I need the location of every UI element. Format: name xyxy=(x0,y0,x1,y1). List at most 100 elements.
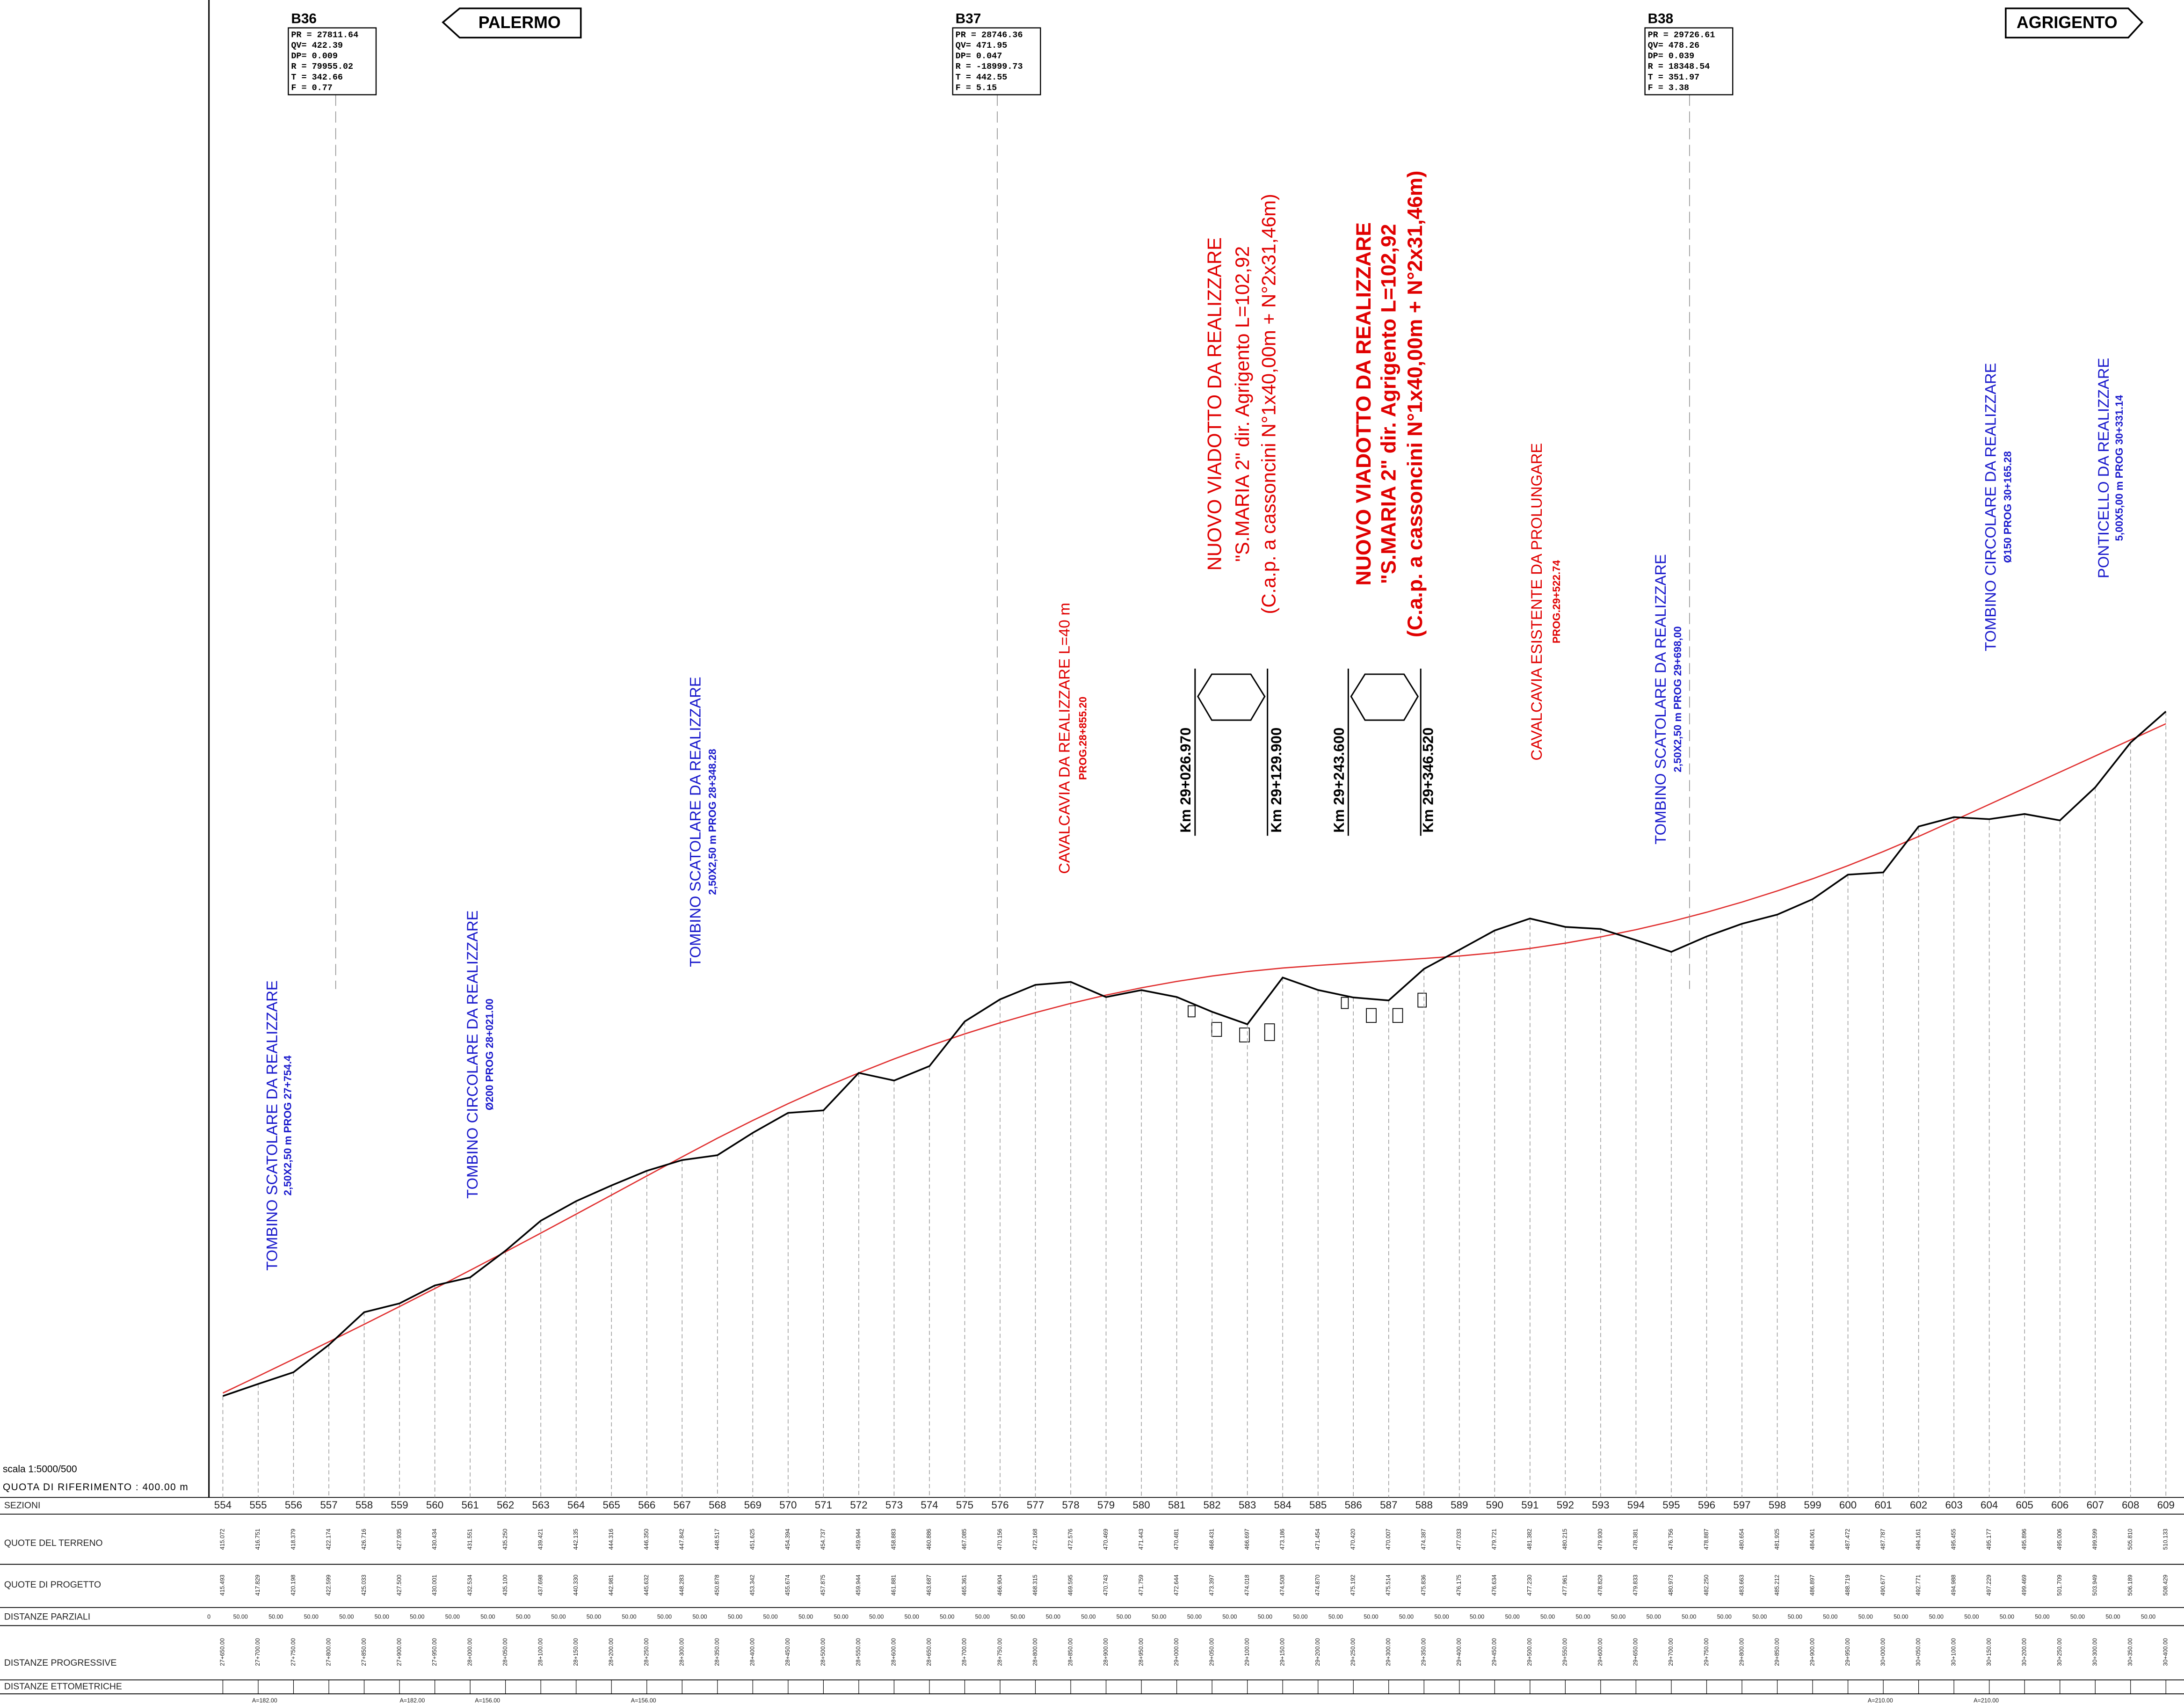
progressive-distance: 28+350.00 xyxy=(714,1638,720,1666)
project-elevation: 417.829 xyxy=(254,1574,261,1596)
section-number: 597 xyxy=(1733,1499,1750,1511)
progressive-distance: 28+950.00 xyxy=(1138,1638,1144,1666)
partial-distance: 50.00 xyxy=(1682,1614,1696,1620)
vertex-param: QV= 471.95 xyxy=(956,41,1008,51)
project-elevation: 427.500 xyxy=(396,1574,402,1596)
project-elevation: 475.514 xyxy=(1385,1574,1392,1596)
project-elevation: 437.698 xyxy=(537,1574,544,1596)
progressive-distance: 29+100.00 xyxy=(1244,1638,1250,1666)
hectometric-distance: A=210.00 xyxy=(1868,1697,1893,1704)
row-header: DISTANZE PROGRESSIVE xyxy=(4,1658,117,1668)
section-number: 554 xyxy=(214,1499,232,1511)
terrain-elevation: 451.625 xyxy=(749,1529,756,1550)
hectometric-distance: A=182.00 xyxy=(252,1697,277,1704)
piers xyxy=(1188,992,1427,1042)
section-number: 590 xyxy=(1486,1499,1503,1511)
section-number: 564 xyxy=(567,1499,585,1511)
terrain-elevation: 431.551 xyxy=(466,1529,473,1550)
partial-distance: 50.00 xyxy=(480,1614,495,1620)
progressive-distance: 28+050.00 xyxy=(502,1638,508,1666)
annotation-detail: 2,50X2,50 m PROG 28+348.28 xyxy=(706,749,718,895)
vertex-param: QV= 478.26 xyxy=(1648,41,1700,51)
partial-distance: 50.00 xyxy=(975,1614,990,1620)
progressive-distance: 30+250.00 xyxy=(2056,1638,2063,1666)
km-marker: Km 29+243.600 xyxy=(1331,728,1347,833)
partial-distance: 50.00 xyxy=(375,1614,389,1620)
terrain-elevation: 474.387 xyxy=(1421,1529,1427,1550)
section-number: 558 xyxy=(356,1499,373,1511)
partial-distance: 50.00 xyxy=(1964,1614,1979,1620)
km-marker: Km 29+346.520 xyxy=(1420,728,1436,833)
partial-distance: 50.00 xyxy=(587,1614,601,1620)
viaduct-label: "S.MARIA 2" dir. Agrigento L=102,92 xyxy=(1231,246,1253,562)
project-elevation: 472.644 xyxy=(1173,1574,1180,1596)
terrain-elevation: 471.443 xyxy=(1138,1529,1144,1550)
partial-distance: 50.00 xyxy=(657,1614,672,1620)
section-number: 593 xyxy=(1592,1499,1609,1511)
terrain-elevation: 471.454 xyxy=(1314,1529,1321,1550)
project-elevation: 473.397 xyxy=(1208,1574,1215,1596)
partial-distance: 50.00 xyxy=(304,1614,319,1620)
reference-label: QUOTA DI RIFERIMENTO : 400.00 m xyxy=(3,1482,189,1493)
progressive-distance: 29+400.00 xyxy=(1456,1638,1462,1666)
row-header: DISTANZE ETTOMETRICHE xyxy=(4,1681,122,1691)
progressive-distance: 29+700.00 xyxy=(1668,1638,1674,1666)
project-elevation: 422.599 xyxy=(325,1574,332,1596)
section-number: 556 xyxy=(285,1499,302,1511)
progressive-distance: 29+350.00 xyxy=(1421,1638,1427,1666)
progressive-distance: 29+300.00 xyxy=(1385,1638,1392,1666)
terrain-elevation: 481.382 xyxy=(1526,1529,1533,1550)
partial-distance: 50.00 xyxy=(2141,1614,2155,1620)
partial-distance: 0 xyxy=(207,1614,210,1620)
terrain-elevation: 487.472 xyxy=(1844,1529,1851,1550)
project-elevation: 490.677 xyxy=(1879,1574,1886,1596)
section-number: 582 xyxy=(1203,1499,1220,1511)
progressive-distance: 30+150.00 xyxy=(1986,1638,1992,1666)
terrain-elevation: 495.896 xyxy=(2021,1529,2027,1550)
section-number: 585 xyxy=(1309,1499,1327,1511)
section-number: 574 xyxy=(921,1499,938,1511)
progressive-distance: 28+250.00 xyxy=(643,1638,650,1666)
section-number: 560 xyxy=(426,1499,443,1511)
progressive-distance: 28+100.00 xyxy=(537,1638,544,1666)
project-elevation: 432.534 xyxy=(466,1574,473,1596)
partial-distance: 50.00 xyxy=(410,1614,424,1620)
partial-distance: 50.00 xyxy=(2070,1614,2085,1620)
terrain-elevation: 472.168 xyxy=(1032,1529,1038,1550)
section-number: 584 xyxy=(1274,1499,1292,1511)
terrain-elevation: 454.394 xyxy=(784,1529,791,1550)
project-elevation: 486.897 xyxy=(1809,1574,1815,1596)
terrain-elevation: 447.842 xyxy=(679,1529,685,1550)
section-number: 571 xyxy=(815,1499,832,1511)
terrain-elevation: 470.156 xyxy=(996,1529,1003,1550)
progressive-distance: 30+000.00 xyxy=(1879,1638,1886,1666)
progressive-distance: 28+650.00 xyxy=(926,1638,932,1666)
terrain-elevation: 505.810 xyxy=(2127,1529,2133,1550)
section-number: 601 xyxy=(1874,1499,1892,1511)
vertex-param: F = 5.15 xyxy=(956,83,997,93)
viaduct-frames xyxy=(1194,669,1422,836)
progressive-distance: 30+350.00 xyxy=(2127,1638,2133,1666)
progressive-distance: 29+250.00 xyxy=(1350,1638,1357,1666)
project-elevation: 440.330 xyxy=(573,1574,579,1596)
section-number: 566 xyxy=(638,1499,655,1511)
partial-distance: 50.00 xyxy=(1647,1614,1661,1620)
partial-distance: 50.00 xyxy=(1010,1614,1025,1620)
row-header: QUOTE DI PROGETTO xyxy=(4,1580,101,1590)
progressive-distance: 28+600.00 xyxy=(891,1638,897,1666)
section-number: 563 xyxy=(532,1499,550,1511)
progressive-distance: 28+550.00 xyxy=(855,1638,862,1666)
partial-distance: 50.00 xyxy=(798,1614,813,1620)
section-number: 567 xyxy=(674,1499,691,1511)
project-elevation: 442.981 xyxy=(608,1574,614,1596)
terrain-elevation: 416.751 xyxy=(254,1529,261,1550)
partial-distance: 50.00 xyxy=(763,1614,777,1620)
partial-distance: 50.00 xyxy=(516,1614,530,1620)
project-elevation: 478.829 xyxy=(1597,1574,1604,1596)
terrain-elevation: 479.721 xyxy=(1491,1529,1498,1550)
partial-distance: 50.00 xyxy=(1540,1614,1555,1620)
section-number: 577 xyxy=(1027,1499,1044,1511)
